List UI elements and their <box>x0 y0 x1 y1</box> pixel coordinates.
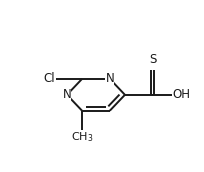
Text: Cl: Cl <box>43 72 55 85</box>
Text: S: S <box>148 53 156 66</box>
Text: OH: OH <box>172 88 190 101</box>
Text: CH$_3$: CH$_3$ <box>70 130 93 144</box>
Text: N: N <box>105 72 114 85</box>
Text: N: N <box>62 88 71 101</box>
